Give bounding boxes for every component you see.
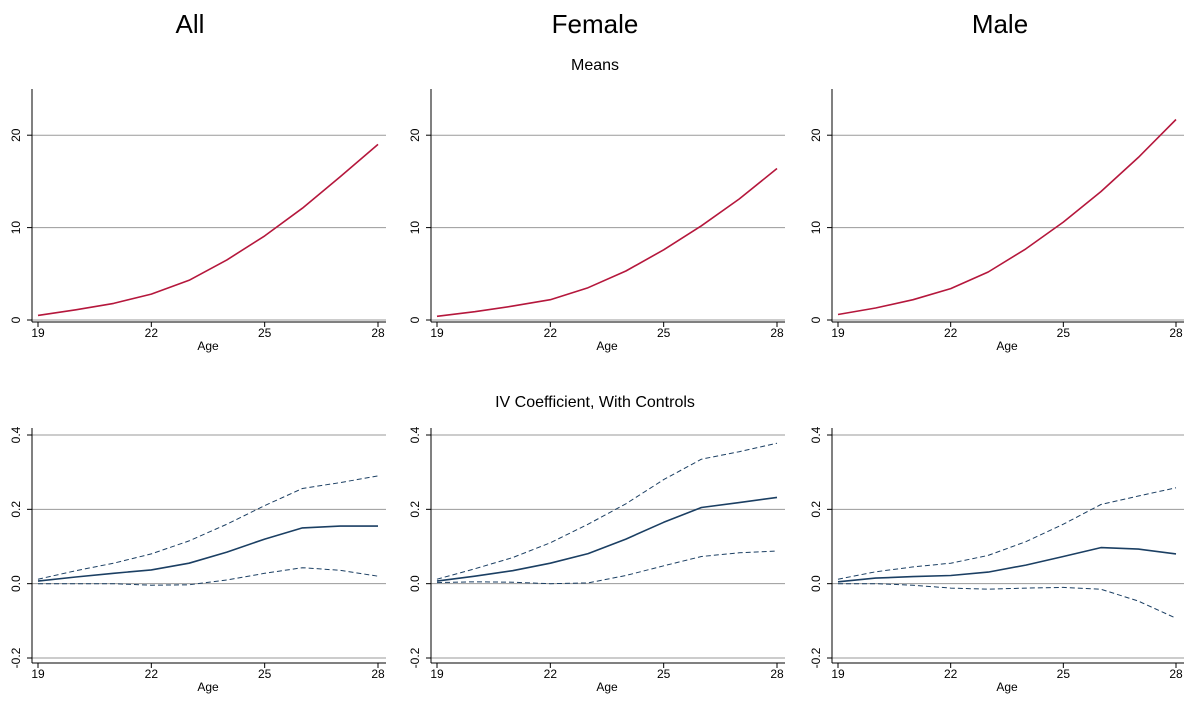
panel-means-female: 0 10 20 19 22 25 28 Age: [408, 89, 785, 353]
y-tick-label: 0.2: [9, 501, 23, 518]
x-axis-title: Age: [996, 339, 1018, 353]
x-tick-label: 28: [770, 667, 784, 681]
series-line-estimate: [37, 143, 379, 317]
x-tick-label: 22: [145, 326, 159, 340]
x-tick-label: 22: [145, 667, 159, 681]
x-axis-title: Age: [596, 680, 618, 694]
y-tick-label: 20: [408, 128, 422, 142]
x-tick-label: 25: [258, 667, 272, 681]
x-axis-title: Age: [197, 680, 219, 694]
y-tick-label: 0.0: [408, 575, 422, 592]
y-tick-label: 20: [9, 128, 23, 142]
column-title-all: All: [176, 9, 205, 39]
y-tick-label: 0.2: [809, 501, 823, 518]
x-tick-label: 22: [544, 667, 558, 681]
y-tick-label: 20: [809, 128, 823, 142]
y-tick-label: 0: [9, 316, 23, 323]
x-tick-label: 25: [657, 667, 671, 681]
series-line-lower-ci: [436, 550, 778, 585]
x-tick-label: 25: [1057, 667, 1071, 681]
x-tick-label: 22: [944, 667, 958, 681]
series-line-upper-ci: [436, 442, 778, 580]
panel-means-all: 0 10 20 19 22 25 28 Age: [9, 89, 386, 353]
x-tick-label: 22: [544, 326, 558, 340]
x-tick-label: 28: [770, 326, 784, 340]
series-line-estimate: [436, 496, 778, 582]
panel-iv-female: -0.2 0.0 0.2 0.4 19 22 25 28 Age: [408, 426, 785, 694]
y-tick-label: -0.2: [9, 647, 23, 668]
y-tick-label: 0.4: [408, 426, 422, 443]
y-tick-label: 0.2: [408, 501, 422, 518]
x-axis-title: Age: [596, 339, 618, 353]
series-line-lower-ci: [38, 567, 379, 586]
x-tick-label: 25: [258, 326, 272, 340]
x-tick-label: 28: [371, 667, 385, 681]
y-tick-label: 0.4: [809, 426, 823, 443]
x-tick-label: 19: [31, 667, 45, 681]
series-line-upper-ci: [37, 475, 379, 580]
column-title-male: Male: [972, 9, 1028, 39]
y-tick-label: 0.4: [9, 426, 23, 443]
x-tick-label: 25: [657, 326, 671, 340]
y-tick-label: 0.0: [809, 575, 823, 592]
x-tick-label: 19: [831, 326, 845, 340]
x-tick-label: 22: [944, 326, 958, 340]
x-axis-title: Age: [996, 680, 1018, 694]
panel-means-male: 0 10 20 19 22 25 28 Age: [809, 89, 1184, 353]
column-title-female: Female: [552, 9, 639, 39]
row-title-iv-coefficient: IV Coefficient, With Controls: [495, 394, 695, 411]
y-tick-label: -0.2: [809, 647, 823, 668]
y-tick-label: 10: [9, 221, 23, 235]
x-tick-label: 25: [1057, 326, 1071, 340]
series-line-estimate: [436, 167, 778, 318]
x-tick-label: 28: [1169, 667, 1183, 681]
x-tick-label: 19: [430, 667, 444, 681]
series-line-estimate: [837, 118, 1177, 316]
panel-iv-all: -0.2 0.0 0.2 0.4 19 22 25 28 Age: [9, 426, 386, 694]
y-tick-label: 0.0: [9, 575, 23, 592]
series-line-upper-ci: [837, 487, 1177, 580]
x-tick-label: 28: [371, 326, 385, 340]
y-tick-label: -0.2: [408, 647, 422, 668]
y-tick-label: 0: [809, 316, 823, 323]
x-tick-label: 19: [31, 326, 45, 340]
x-tick-label: 28: [1169, 326, 1183, 340]
x-axis-title: Age: [197, 339, 219, 353]
y-tick-label: 10: [809, 221, 823, 235]
series-line-estimate: [37, 525, 378, 582]
panel-iv-male: -0.2 0.0 0.2 0.4 19 22 25 28 Age: [809, 426, 1184, 694]
y-tick-label: 10: [408, 221, 422, 235]
row-title-means: Means: [571, 57, 619, 74]
x-tick-label: 19: [430, 326, 444, 340]
x-tick-label: 19: [831, 667, 845, 681]
series-line-estimate: [837, 546, 1177, 583]
y-tick-label: 0: [408, 316, 422, 323]
series-line-lower-ci: [838, 583, 1177, 619]
